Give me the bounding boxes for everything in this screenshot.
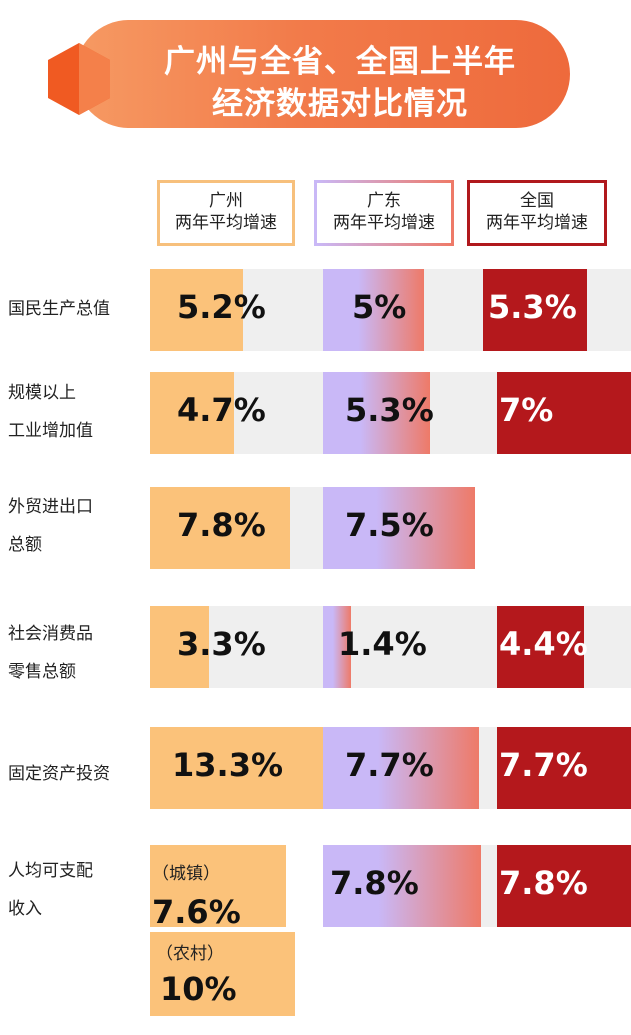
category-label-line: 国民生产总值 (8, 299, 110, 319)
category-label-line: 总额 (8, 535, 42, 555)
category-label: 固定资产投资 (8, 755, 148, 793)
bar (150, 845, 286, 927)
legend-guangdong-name: 广东 (367, 191, 401, 211)
data-label: 13.3% (172, 746, 284, 784)
bar (483, 269, 587, 351)
data-label: 5.3% (345, 391, 434, 429)
bar (323, 845, 481, 927)
legend-guangdong-desc: 两年平均增速 (333, 213, 435, 233)
data-label: 7.8% (330, 864, 419, 902)
title-line-1: 广州与全省、全国上半年 (164, 44, 516, 80)
legend-guangzhou: 广州 两年平均增速 (157, 180, 295, 246)
data-label: 3.3% (177, 625, 266, 663)
category-label-line: 社会消费品 (8, 624, 93, 644)
title-line-2: 经济数据对比情况 (212, 86, 468, 122)
bar (150, 932, 295, 1016)
urban-label: （城镇） (152, 864, 220, 884)
data-label: 7.8% (177, 506, 266, 544)
data-label: 5% (352, 288, 407, 326)
category-label: 社会消费品 零售总额 (8, 615, 148, 691)
category-label: 规模以上 工业增加值 (8, 374, 148, 450)
legend-national-desc: 两年平均增速 (486, 213, 588, 233)
bar (497, 372, 631, 454)
data-label: 7% (499, 391, 554, 429)
bar (323, 269, 424, 351)
data-label: 7.6% (152, 893, 241, 931)
bar (323, 487, 475, 569)
data-label: 7.7% (499, 746, 588, 784)
bar (497, 845, 631, 927)
hexagon-icon (48, 43, 110, 115)
bar (497, 606, 584, 688)
legend-guangdong: 广东 两年平均增速 (314, 180, 454, 246)
data-label: 5.3% (488, 288, 577, 326)
data-label: 7.5% (345, 506, 434, 544)
bar (323, 606, 351, 688)
bar (150, 487, 290, 569)
category-label: 外贸进出口 总额 (8, 488, 148, 564)
data-label: 4.4% (499, 625, 588, 663)
category-label-line: 规模以上 (8, 383, 76, 403)
legend-national: 全国 两年平均增速 (467, 180, 607, 246)
data-label: 7.7% (345, 746, 434, 784)
bar (150, 269, 243, 351)
data-label: 4.7% (177, 391, 266, 429)
data-label: 10% (160, 970, 237, 1008)
category-label-line: 固定资产投资 (8, 764, 110, 784)
category-label: 人均可支配 收入 (8, 852, 148, 928)
category-label-line: 外贸进出口 (8, 497, 93, 517)
data-label: 1.4% (338, 625, 427, 663)
bar (323, 372, 430, 454)
data-label: 7.8% (499, 864, 588, 902)
legend-guangzhou-name: 广州 (209, 191, 243, 211)
category-label-line: 工业增加值 (8, 421, 93, 441)
category-label-line: 零售总额 (8, 662, 76, 682)
legend-national-name: 全国 (520, 191, 554, 211)
bar (497, 727, 631, 809)
bar (150, 372, 234, 454)
bar (323, 727, 479, 809)
rural-label: （农村） (156, 944, 224, 964)
data-label: 5.2% (177, 288, 266, 326)
title-banner (75, 20, 570, 128)
category-label-line: 人均可支配 (8, 861, 93, 881)
legend-guangzhou-desc: 两年平均增速 (175, 213, 277, 233)
category-label-line: 收入 (8, 899, 42, 919)
category-label: 国民生产总值 (8, 290, 148, 328)
bar (150, 606, 209, 688)
